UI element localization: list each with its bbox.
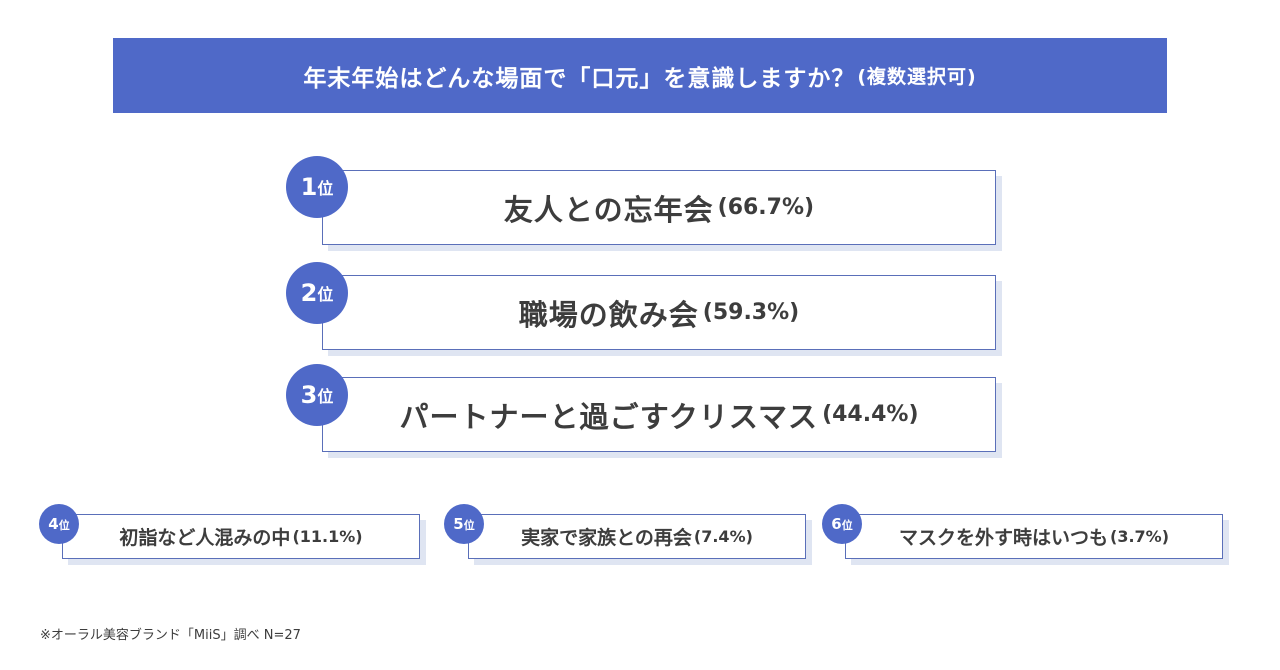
chart-title-banner: 年末年始はどんな場面で「口元」を意識しますか？ (複数選択可): [113, 38, 1167, 113]
chart-title: 年末年始はどんな場面で「口元」を意識しますか？: [303, 65, 856, 92]
rank-label-1: 友人との忘年会: [503, 192, 714, 227]
rank-card-6: マスクを外す時はいつも (3.7%): [845, 514, 1223, 559]
rank-percent-5: (7.4%): [693, 527, 753, 546]
rank-number-6: 6: [831, 514, 842, 533]
source-footnote: ※オーラル美容ブランド「MiiS」調べ N=27: [40, 628, 301, 643]
chart-subtitle: (複数選択可): [857, 66, 977, 88]
rank-number-3: 3: [300, 381, 318, 409]
rank-label-6: マスクを外す時はいつも: [898, 527, 1108, 549]
rank-number-1: 1: [300, 173, 318, 201]
rank-label-4: 初詣など人混みの中: [119, 527, 291, 549]
rank-number-5: 5: [453, 514, 464, 533]
rank-percent-4: (11.1%): [292, 527, 363, 546]
rank-card-1: 友人との忘年会 (66.7%): [322, 170, 996, 245]
rank-label-5: 実家で家族との再会: [521, 527, 692, 549]
rank-unit-1: 位: [317, 179, 334, 198]
rank-label-3: パートナーと過ごすクリスマス: [399, 399, 819, 434]
rank-card-3: パートナーと過ごすクリスマス (44.4%): [322, 377, 996, 452]
rank-unit-5: 位: [463, 518, 475, 532]
rank-number-4: 4: [48, 514, 59, 533]
rank-card-5: 実家で家族との再会 (7.4%): [468, 514, 806, 559]
rank-card-4: 初詣など人混みの中 (11.1%): [62, 514, 420, 559]
rank-unit-4: 位: [58, 518, 70, 532]
rank-unit-3: 位: [317, 387, 334, 406]
rank-percent-3: (44.4%): [822, 402, 919, 427]
rank-card-2: 職場の飲み会 (59.3%): [322, 275, 996, 350]
rank-percent-1: (66.7%): [717, 195, 815, 220]
rank-label-2: 職場の飲み会: [518, 297, 699, 332]
rank-unit-2: 位: [317, 285, 334, 304]
rank-percent-2: (59.3%): [702, 300, 800, 325]
rank-number-2: 2: [300, 279, 318, 307]
rank-percent-6: (3.7%): [1110, 527, 1169, 546]
rank-unit-6: 位: [841, 518, 853, 532]
